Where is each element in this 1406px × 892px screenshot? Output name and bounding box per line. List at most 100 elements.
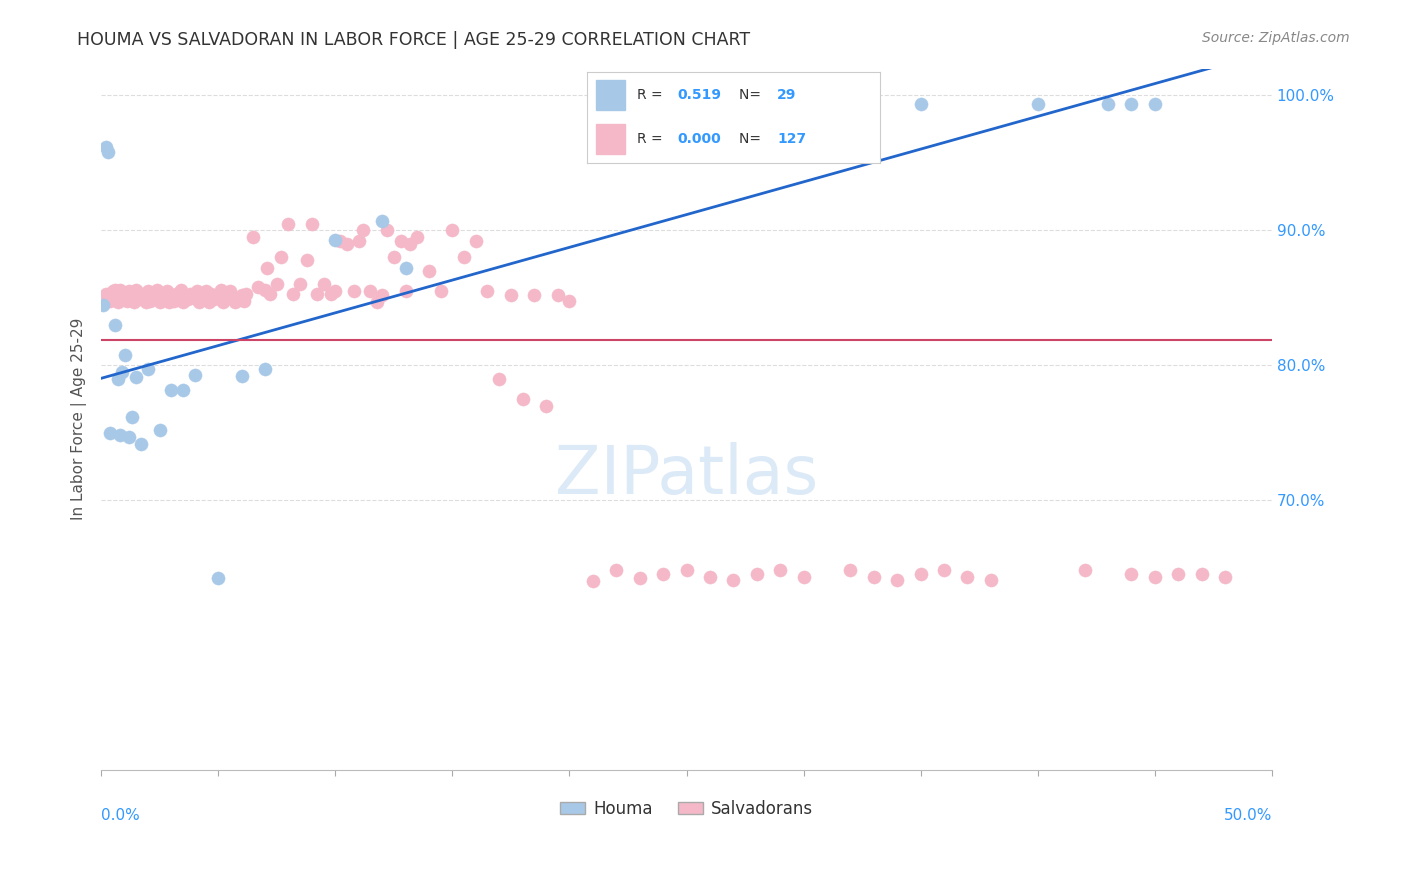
Point: [301, 217, 323, 231]
Point: [652, 567, 675, 582]
Point: [259, 286, 281, 301]
Point: [177, 292, 200, 306]
Point: [863, 570, 886, 584]
Point: [745, 567, 768, 582]
Legend: Houma, Salvadorans: Houma, Salvadorans: [553, 794, 820, 825]
Point: [723, 573, 745, 587]
Point: [107, 286, 129, 301]
Point: [139, 293, 162, 308]
Point: [910, 96, 932, 111]
Point: [319, 286, 342, 301]
Point: [233, 293, 256, 308]
Point: [157, 294, 180, 309]
Point: [464, 234, 486, 248]
Point: [186, 284, 208, 298]
Point: [100, 425, 122, 440]
Point: [235, 286, 257, 301]
Point: [108, 283, 131, 297]
Point: [418, 264, 440, 278]
Point: [160, 288, 183, 302]
Point: [121, 409, 143, 424]
Point: [104, 292, 127, 306]
Point: [488, 372, 510, 386]
Point: [389, 234, 412, 248]
Point: [605, 563, 627, 577]
Point: [125, 283, 148, 297]
Point: [121, 286, 143, 301]
Point: [149, 423, 172, 437]
Point: [256, 261, 278, 276]
Point: [170, 283, 193, 297]
Point: [352, 223, 374, 237]
Point: [172, 294, 194, 309]
Point: [406, 230, 429, 244]
Point: [136, 284, 159, 298]
Point: [1073, 563, 1095, 577]
Point: [136, 289, 159, 303]
Point: [165, 286, 187, 301]
Point: [281, 286, 304, 301]
Point: [94, 140, 117, 154]
Point: [956, 570, 979, 584]
Point: [207, 571, 229, 585]
Point: [477, 284, 499, 298]
Point: [188, 294, 211, 309]
Point: [675, 563, 697, 577]
Point: [359, 284, 381, 298]
Point: [125, 370, 148, 384]
Point: [932, 563, 955, 577]
Point: [254, 362, 277, 376]
Point: [336, 236, 359, 251]
Point: [1097, 96, 1119, 111]
Point: [129, 436, 152, 450]
Point: [114, 347, 136, 361]
Point: [142, 286, 165, 301]
Point: [104, 318, 127, 332]
Point: [329, 234, 352, 248]
Point: [453, 251, 475, 265]
Point: [200, 286, 222, 301]
Text: Source: ZipAtlas.com: Source: ZipAtlas.com: [1202, 31, 1350, 45]
Point: [198, 294, 221, 309]
Point: [1191, 567, 1213, 582]
Point: [628, 571, 651, 585]
Point: [558, 293, 581, 308]
Point: [512, 392, 534, 406]
Point: [122, 294, 145, 309]
Point: [312, 277, 335, 292]
Point: [129, 286, 152, 301]
Point: [121, 291, 143, 305]
Point: [254, 283, 277, 297]
Point: [1121, 96, 1143, 111]
Point: [167, 291, 190, 305]
Point: [156, 284, 179, 298]
Point: [108, 291, 131, 305]
Point: [104, 283, 127, 297]
Point: [135, 294, 157, 309]
Point: [108, 428, 131, 442]
Point: [429, 284, 451, 298]
Point: [1167, 567, 1189, 582]
Point: [394, 261, 416, 276]
Point: [499, 288, 522, 302]
Point: [375, 223, 398, 237]
Point: [1026, 96, 1049, 111]
Point: [219, 284, 242, 298]
Point: [793, 570, 815, 584]
Point: [266, 277, 288, 292]
Point: [132, 291, 155, 305]
Point: [115, 293, 138, 308]
Point: [118, 284, 141, 298]
Point: [366, 294, 388, 309]
Point: [191, 288, 214, 302]
Point: [143, 291, 166, 305]
Point: [100, 293, 122, 308]
Point: [1143, 570, 1166, 584]
Point: [107, 372, 129, 386]
Point: [343, 284, 366, 298]
Text: 0.0%: 0.0%: [101, 808, 139, 822]
Point: [93, 297, 115, 311]
Point: [534, 399, 557, 413]
Point: [128, 292, 150, 306]
Point: [153, 289, 176, 303]
